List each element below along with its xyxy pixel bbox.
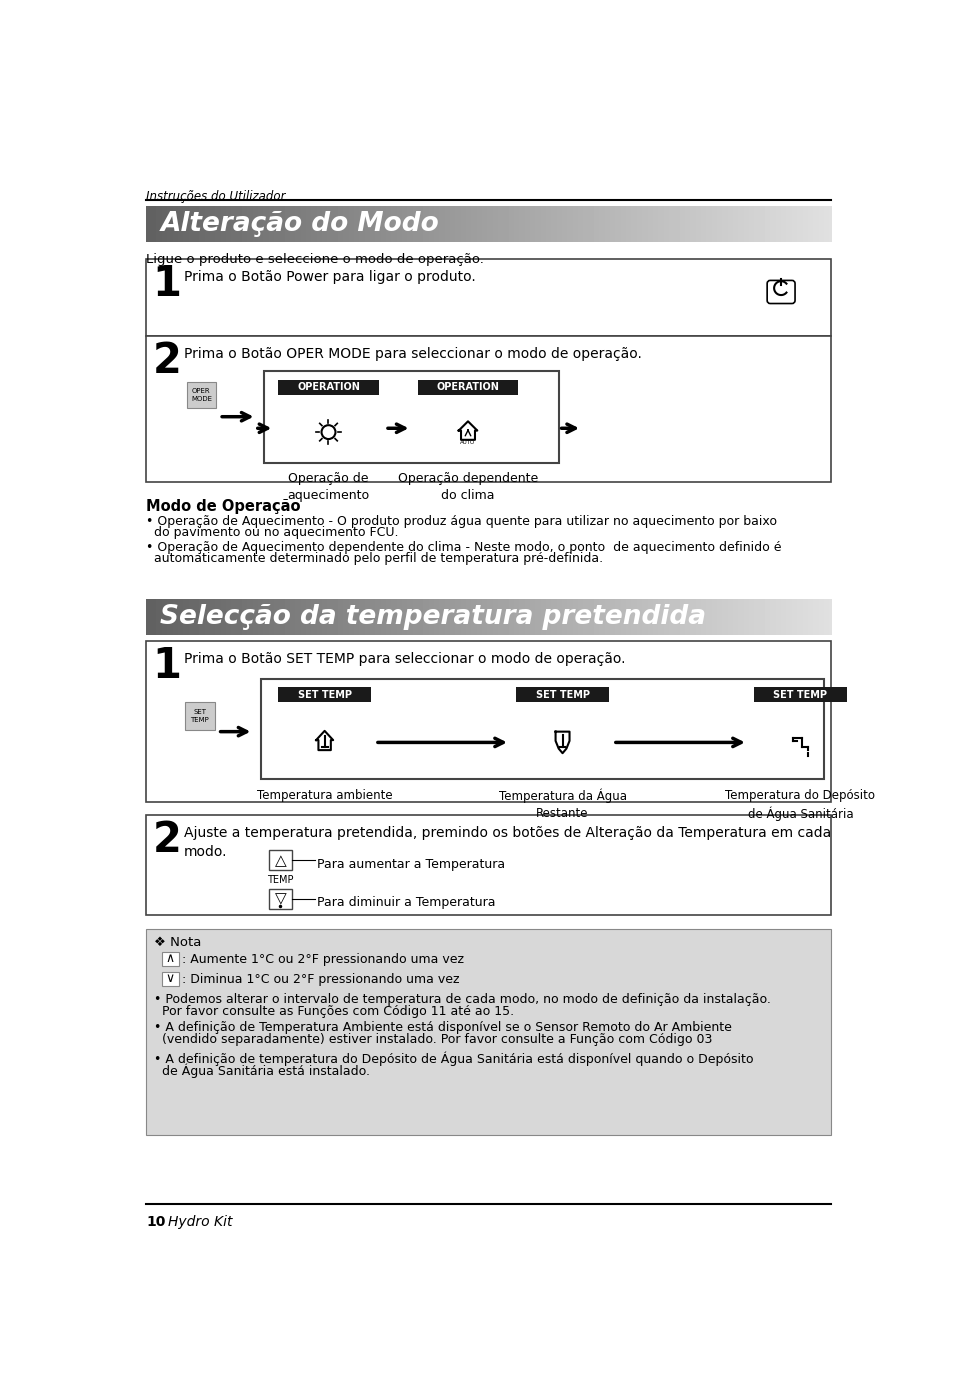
Bar [516,687,608,703]
Bar [162,952,179,966]
Bar [269,889,292,909]
Text: Ligue o produto e seleccione o modo de operação.: Ligue o produto e seleccione o modo de o… [146,252,484,266]
Text: : Diminua 1°C ou 2°F pressionando uma vez: : Diminua 1°C ou 2°F pressionando uma ve… [182,973,459,987]
Text: △: △ [274,853,286,868]
Bar [185,703,214,731]
Text: 1: 1 [152,263,181,305]
Text: • A definição de Temperatura Ambiente está disponível se o Sensor Remoto do Ar A: • A definição de Temperatura Ambiente es… [154,1021,731,1035]
Bar [278,687,371,703]
Text: Por favor consulte as Funções com Código 11 até ao 15.: Por favor consulte as Funções com Código… [154,1005,514,1018]
Bar [146,259,831,336]
Text: automaticamente determinado pelo perfil de temperatura pré-definida.: automaticamente determinado pelo perfil … [146,552,603,566]
Text: TEMP: TEMP [267,875,294,885]
Text: OPER
MODE: OPER MODE [191,388,212,402]
Bar [146,928,831,1135]
Bar [187,382,216,409]
Text: • A definição de temperatura do Depósito de Água Sanitária está disponível quand: • A definição de temperatura do Depósito… [154,1051,753,1067]
Text: • Operação de Aquecimento dependente do clima - Neste modo, o ponto  de aquecime: • Operação de Aquecimento dependente do … [146,540,781,553]
Text: Temperatura da Água
Restante: Temperatura da Água Restante [498,788,626,820]
Text: Prima o Botão OPER MODE para seleccionar o modo de operação.: Prima o Botão OPER MODE para seleccionar… [183,347,640,361]
Text: Selecção da temperatura pretendida: Selecção da temperatura pretendida [160,603,705,630]
Bar [146,336,831,482]
Text: SET
TEMP: SET TEMP [191,710,209,722]
Bar [269,850,292,871]
Text: Ajuste a temperatura pretendida, premindo os botões de Alteração da Temperatura : Ajuste a temperatura pretendida, premind… [183,826,830,860]
Text: Prima o Botão Power para ligar o produto.: Prima o Botão Power para ligar o produto… [183,270,475,284]
Text: Alteração do Modo: Alteração do Modo [160,211,438,237]
Text: AUTO: AUTO [460,441,476,445]
Text: • Operação de Aquecimento - O produto produz água quente para utilizar no aqueci: • Operação de Aquecimento - O produto pr… [146,515,777,528]
Text: de Água Sanitária está instalado.: de Água Sanitária está instalado. [154,1064,370,1078]
Text: Temperatura ambiente: Temperatura ambiente [256,788,392,802]
Text: ▽: ▽ [274,892,286,906]
Text: Temperatura do Depósito
de Água Sanitária: Temperatura do Depósito de Água Sanitári… [724,788,875,820]
Text: ∨: ∨ [166,973,174,986]
Text: ❖ Nota: ❖ Nota [154,937,201,949]
Text: • Podemos alterar o intervalo de temperatura de cada modo, no modo de definição : • Podemos alterar o intervalo de tempera… [154,994,770,1007]
Text: 1: 1 [152,645,181,687]
Text: Instruções do Utilizador: Instruções do Utilizador [146,189,286,203]
Text: ∧: ∧ [166,952,174,965]
Bar [146,815,831,916]
Bar [146,641,831,802]
Text: SET TEMP: SET TEMP [773,690,826,700]
Text: Operação de
aquecimento: Operação de aquecimento [287,472,369,503]
Text: 2: 2 [152,340,181,382]
Text: OPERATION: OPERATION [436,382,499,392]
Text: Para aumentar a Temperatura: Para aumentar a Temperatura [316,858,504,871]
Text: Para diminuir a Temperatura: Para diminuir a Temperatura [316,896,495,910]
Text: do pavimento ou no aquecimento FCU.: do pavimento ou no aquecimento FCU. [146,526,398,539]
Text: : Aumente 1°C ou 2°F pressionando uma vez: : Aumente 1°C ou 2°F pressionando uma ve… [182,953,463,966]
Bar [261,679,822,780]
Bar [278,379,378,395]
Bar [264,371,558,463]
FancyBboxPatch shape [766,280,794,304]
Text: 10: 10 [146,1215,166,1229]
Text: SET TEMP: SET TEMP [535,690,589,700]
Text: (vendido separadamente) estiver instalado. Por favor consulte a Função com Códig: (vendido separadamente) estiver instalad… [154,1033,712,1046]
Text: 2: 2 [152,819,181,861]
Text: OPERATION: OPERATION [296,382,359,392]
Text: SET TEMP: SET TEMP [297,690,352,700]
Bar [417,379,517,395]
Text: Prima o Botão SET TEMP para seleccionar o modo de operação.: Prima o Botão SET TEMP para seleccionar … [183,651,624,665]
Text: Operação dependente
do clima: Operação dependente do clima [397,472,537,503]
Bar [753,687,846,703]
Text: Modo de Operação: Modo de Operação [146,500,300,514]
Text: Hydro Kit: Hydro Kit [168,1215,233,1229]
Bar [162,972,179,986]
